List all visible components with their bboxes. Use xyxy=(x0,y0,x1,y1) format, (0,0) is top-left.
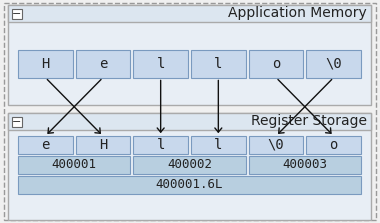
Text: o: o xyxy=(329,138,338,152)
Bar xyxy=(249,156,361,174)
Text: H: H xyxy=(41,56,49,70)
Bar xyxy=(306,50,361,78)
Text: l: l xyxy=(157,138,165,152)
Bar xyxy=(8,113,371,130)
Text: l: l xyxy=(214,138,223,152)
Text: e: e xyxy=(99,56,107,70)
Text: \0: \0 xyxy=(325,56,342,70)
Bar xyxy=(18,156,130,174)
Bar xyxy=(133,50,188,78)
Bar xyxy=(18,50,73,78)
Text: −: − xyxy=(12,116,22,126)
Text: l: l xyxy=(157,56,165,70)
Bar xyxy=(12,8,22,19)
Text: 400001: 400001 xyxy=(52,159,97,171)
Text: H: H xyxy=(99,138,107,152)
Text: Register Storage: Register Storage xyxy=(251,114,367,128)
Bar xyxy=(8,5,371,22)
Bar xyxy=(133,136,188,154)
Bar xyxy=(8,5,371,105)
Text: e: e xyxy=(41,138,49,152)
Bar xyxy=(249,136,303,154)
Text: 400003: 400003 xyxy=(282,159,327,171)
Text: −: − xyxy=(12,8,22,19)
Text: Application Memory: Application Memory xyxy=(228,6,367,21)
Bar xyxy=(18,136,73,154)
Bar xyxy=(133,156,245,174)
Text: o: o xyxy=(272,56,280,70)
Bar xyxy=(76,50,130,78)
Text: 400002: 400002 xyxy=(167,159,212,171)
Text: 400001.6L: 400001.6L xyxy=(156,178,223,192)
Bar xyxy=(76,136,130,154)
Text: l: l xyxy=(214,56,223,70)
Bar xyxy=(12,116,22,126)
Bar xyxy=(249,50,303,78)
Bar xyxy=(18,176,361,194)
Bar xyxy=(306,136,361,154)
Text: \0: \0 xyxy=(268,138,284,152)
Bar xyxy=(8,113,371,220)
Bar xyxy=(191,136,245,154)
Bar xyxy=(191,50,245,78)
